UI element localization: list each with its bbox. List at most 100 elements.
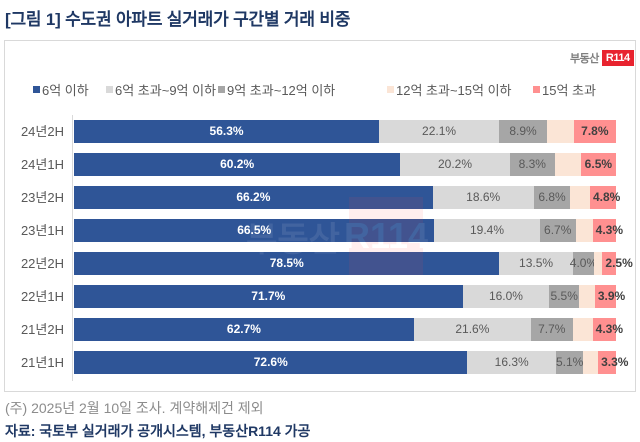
bar-segment: 71.7% (74, 285, 463, 308)
bar-segment: 3.3% (598, 351, 628, 374)
source-credit: 자료: 국토부 실거래가 공개시스템, 부동산R114 가공 (5, 423, 311, 439)
stacked-bar: 62.7% 21.6% 7.7% 4.3% (74, 318, 623, 341)
legend-label: 6억 이하 (42, 83, 89, 98)
stacked-bar: 56.3% 22.1% 8.9% 7.8% (74, 120, 616, 143)
bar-segment (547, 120, 574, 143)
stacked-bar: 71.7% 16.0% 5.5% 3.9% (74, 285, 625, 308)
data-label: 13.5% (519, 256, 554, 270)
bar-segment: 6.7% (539, 219, 576, 242)
legend-item-over-15: 15억 초과 (533, 80, 596, 99)
bar-segment: 20.2% (400, 153, 510, 176)
data-label: 22.1% (422, 124, 457, 138)
category-label: 22년1H (20, 289, 64, 304)
chart-title: [그림 1] 수도권 아파트 실거래가 구간별 거래 비중 (5, 10, 351, 29)
bar-segment: 4.8% (589, 186, 620, 209)
data-label: 5.1% (555, 355, 584, 369)
bar-segment: 7.8% (573, 120, 616, 143)
footnote: (주) 2025년 2월 10일 조사. 계약해제건 제외 (5, 400, 264, 416)
data-label: 8.9% (509, 124, 537, 138)
data-label: 16.0% (488, 289, 523, 303)
data-label: 19.4% (469, 223, 504, 237)
bar-segment (594, 252, 603, 275)
data-label: 7.7% (538, 322, 566, 336)
data-label: 3.9% (597, 289, 626, 303)
legend-label: 6억 초과~9억 이하 (115, 83, 217, 98)
stacked-bar: 66.2% 18.6% 6.8% 4.8% (74, 186, 620, 209)
bar-segment (575, 219, 593, 242)
bar-segment: 19.4% (434, 219, 540, 242)
bar-segment (554, 153, 581, 176)
bar-segment (579, 285, 595, 308)
bar-segment: 22.1% (379, 120, 499, 143)
bar-segment: 4.0% (569, 252, 598, 275)
legend-label: 9억 초과~12억 이하 (227, 83, 336, 98)
legend-marker-icon (218, 86, 225, 93)
legend-label: 12억 초과~15억 이하 (396, 83, 512, 98)
bar-segment: 16.0% (462, 285, 550, 308)
bar-segment: 4.3% (592, 219, 623, 242)
data-label: 18.6% (466, 190, 501, 204)
data-label: 60.2% (220, 157, 255, 171)
bar-segment: 13.5% (499, 252, 573, 275)
legend-item-9-to-12: 9억 초과~12억 이하 (218, 80, 335, 99)
category-label: 22년2H (20, 256, 64, 271)
data-label: 3.3% (601, 355, 629, 369)
legend-item-12-to-15: 12억 초과~15억 이하 (387, 80, 512, 99)
bar-segment: 66.2% (74, 186, 433, 209)
data-label: 66.2% (236, 190, 271, 204)
bar-segment: 78.5% (74, 252, 500, 275)
legend-marker-icon (106, 86, 113, 93)
bar-segment (583, 351, 599, 374)
bar-segment: 18.6% (432, 186, 534, 209)
stacked-bar: 78.5% 13.5% 4.0% 2.5% (74, 252, 633, 275)
bar-segment: 2.5% (602, 252, 633, 275)
bar-segment: 56.3% (74, 120, 380, 143)
legend-marker-icon (387, 86, 394, 93)
data-label: 56.3% (209, 124, 244, 138)
category-label: 24년2H (20, 124, 64, 139)
data-label: 4.3% (595, 223, 624, 237)
y-axis-line (72, 115, 73, 381)
brand-logo: 부동산 R114 (570, 50, 634, 66)
bar-segment: 6.8% (533, 186, 571, 209)
category-label: 24년1H (20, 157, 64, 172)
data-label: 20.2% (438, 157, 473, 171)
category-label: 21년2H (20, 322, 64, 337)
legend-item-under-6: 6억 이하 (33, 80, 89, 99)
data-label: 8.3% (518, 157, 546, 171)
category-label: 23년1H (20, 223, 64, 238)
data-label: 4.0% (569, 256, 598, 270)
data-label: 6.8% (538, 190, 566, 204)
legend-item-6-to-9: 6억 초과~9억 이하 (106, 80, 216, 99)
data-label: 5.5% (550, 289, 578, 303)
data-label: 2.5% (605, 256, 633, 270)
bar-segment: 62.7% (74, 318, 414, 341)
data-label: 4.8% (592, 190, 621, 204)
logo-badge: R114 (601, 50, 634, 66)
bar-segment: 66.5% (74, 219, 435, 242)
bar-segment: 8.3% (509, 153, 555, 176)
bar-segment: 72.6% (74, 351, 468, 374)
stacked-bar: 66.5% 19.4% 6.7% 4.3% (74, 219, 623, 242)
data-label: 78.5% (269, 256, 304, 270)
data-label: 7.8% (581, 124, 609, 138)
data-label: 72.6% (253, 355, 288, 369)
legend-marker-icon (33, 86, 40, 93)
data-label: 6.5% (584, 157, 613, 171)
data-label: 21.6% (455, 322, 490, 336)
bar-segment: 21.6% (413, 318, 531, 341)
bar-segment: 8.9% (498, 120, 548, 143)
logo-text: 부동산 (570, 53, 599, 65)
bar-segment: 4.3% (592, 318, 623, 341)
data-label: 16.3% (494, 355, 529, 369)
stacked-bar: 72.6% 16.3% 5.1% 3.3% (74, 351, 628, 374)
bar-segment: 7.7% (530, 318, 573, 341)
legend-marker-icon (533, 86, 540, 93)
bar-segment: 3.9% (594, 285, 625, 308)
data-label: 4.3% (595, 322, 624, 336)
data-label: 71.7% (251, 289, 286, 303)
bar-segment: 60.2% (74, 153, 401, 176)
legend-label: 15억 초과 (542, 83, 596, 98)
bar-segment: 6.5% (580, 153, 616, 176)
data-label: 66.5% (237, 223, 272, 237)
